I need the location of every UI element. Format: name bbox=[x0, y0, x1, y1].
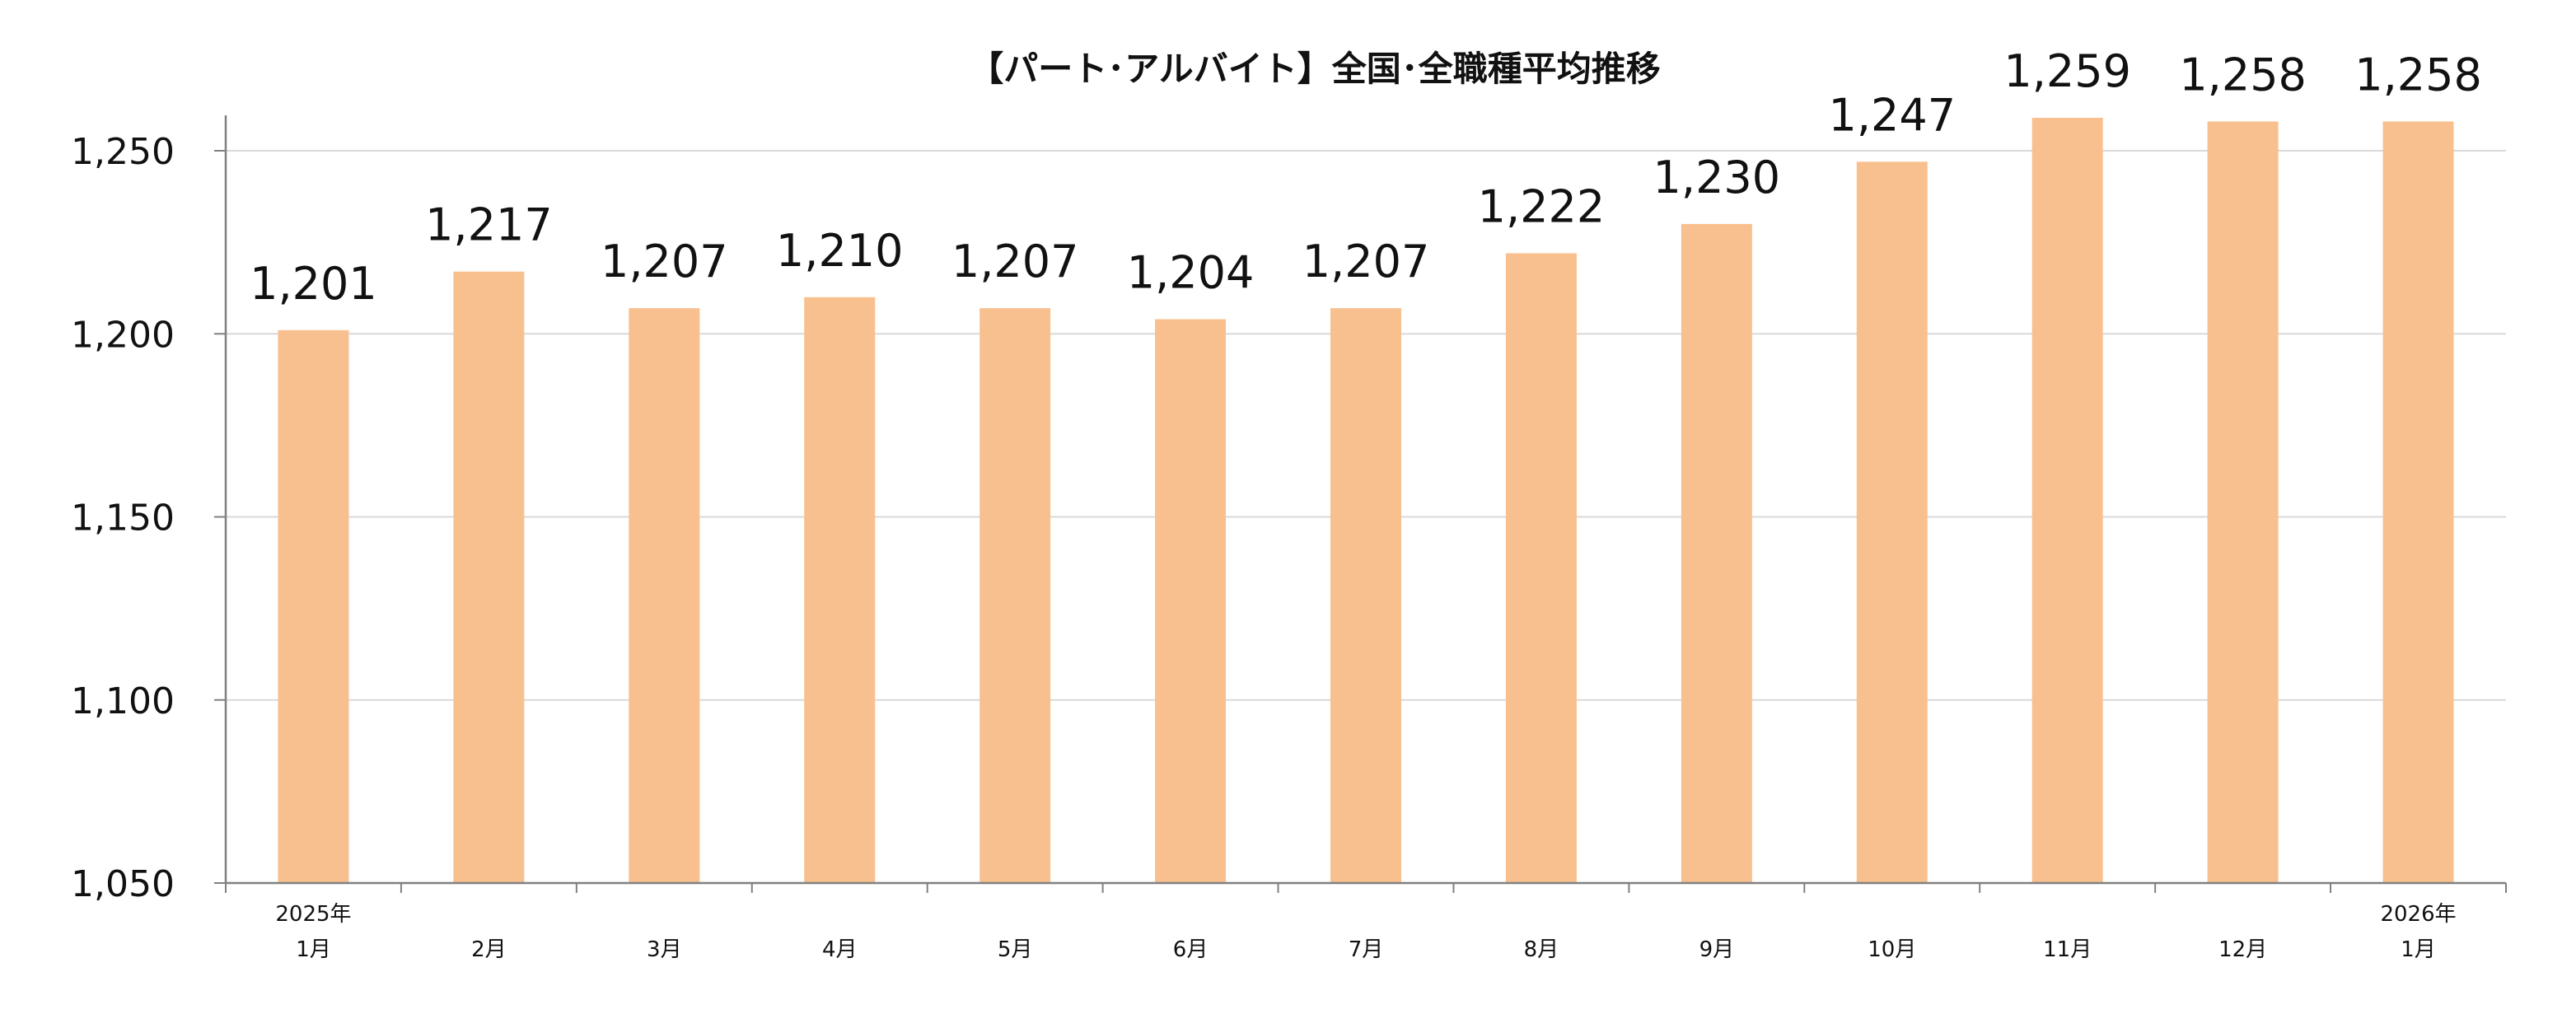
data-label: 1,204 bbox=[1127, 246, 1255, 298]
x-tick-label: 4月 bbox=[822, 937, 858, 962]
bar bbox=[1505, 253, 1577, 884]
x-tick-label: 8月 bbox=[1524, 937, 1559, 962]
x-tick-label: 1月 bbox=[296, 937, 331, 962]
data-label: 1,259 bbox=[2003, 45, 2131, 97]
x-tick-label: 9月 bbox=[1699, 937, 1735, 962]
y-tick-label: 1,150 bbox=[71, 498, 175, 540]
axes bbox=[214, 115, 2507, 893]
bar bbox=[2207, 121, 2279, 883]
bar bbox=[804, 297, 876, 883]
data-label: 1,230 bbox=[1653, 152, 1781, 203]
y-tick-label: 1,250 bbox=[71, 131, 175, 173]
bars bbox=[278, 117, 2454, 884]
bar bbox=[453, 271, 525, 883]
chart-title: 【パート･アルバイト】全国･全職種平均推移 bbox=[969, 49, 1661, 89]
x-tick-label: 5月 bbox=[998, 937, 1033, 962]
data-label: 1,222 bbox=[1478, 180, 1606, 232]
data-label: 1,247 bbox=[1828, 89, 1956, 141]
bar bbox=[979, 308, 1051, 883]
data-label: 1,207 bbox=[601, 236, 728, 287]
data-label: 1,210 bbox=[776, 225, 904, 277]
y-tick-label: 1,050 bbox=[71, 863, 175, 905]
data-label: 1,258 bbox=[2179, 49, 2307, 100]
bar bbox=[278, 329, 349, 883]
data-label: 1,217 bbox=[425, 199, 553, 251]
y-tick-label: 1,200 bbox=[71, 314, 175, 356]
data-label: 1,258 bbox=[2354, 49, 2482, 100]
x-tick-label: 7月 bbox=[1349, 937, 1384, 962]
bar bbox=[1155, 319, 1227, 884]
x-tick-label: 11月 bbox=[2043, 937, 2092, 962]
bar bbox=[1681, 223, 1752, 883]
data-label: 1,201 bbox=[250, 258, 377, 310]
bar bbox=[629, 308, 700, 883]
bar bbox=[1856, 161, 1928, 883]
x-tick-label: 6月 bbox=[1173, 937, 1209, 962]
x-tick-label: 12月 bbox=[2218, 937, 2267, 962]
x-tick-label-year: 2025年 bbox=[275, 902, 351, 927]
x-tick-label: 3月 bbox=[647, 937, 682, 962]
x-tick-label-year: 2026年 bbox=[2380, 902, 2456, 927]
data-labels: 1,201 1,217 1,207 1,210 1,207 1,204 1,207 1,222… bbox=[250, 45, 2482, 310]
bar bbox=[1330, 308, 1401, 883]
bar bbox=[2031, 117, 2103, 883]
tick-labels: 1,050 1,100 1,150 1,200 1,250 2025年 1月 2月 3月 4月 5月… bbox=[71, 131, 2457, 962]
bar bbox=[2382, 121, 2454, 883]
x-tick-label: 2月 bbox=[471, 937, 507, 962]
x-tick-label: 10月 bbox=[1868, 937, 1916, 962]
data-label: 1,207 bbox=[1302, 236, 1430, 287]
y-tick-label: 1,100 bbox=[71, 680, 175, 722]
x-tick-label: 1月 bbox=[2401, 937, 2436, 962]
data-label: 1,207 bbox=[951, 236, 1079, 287]
